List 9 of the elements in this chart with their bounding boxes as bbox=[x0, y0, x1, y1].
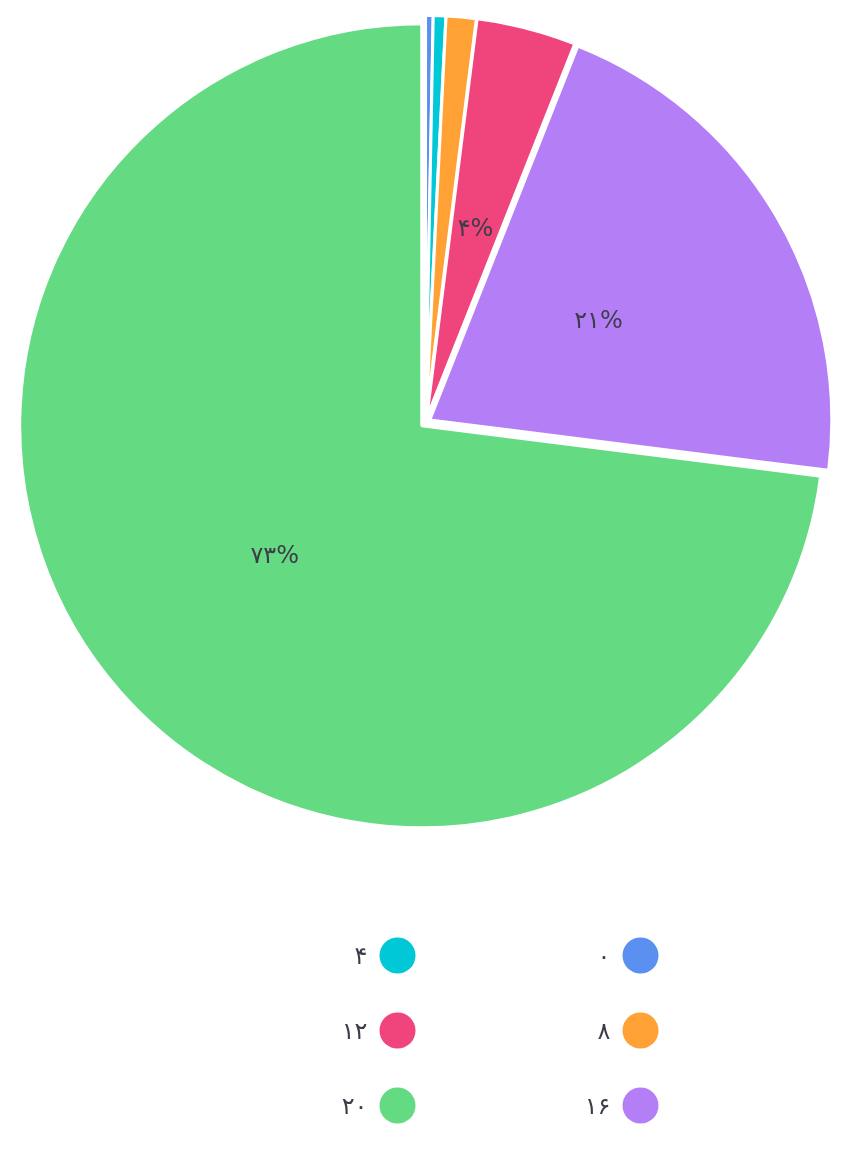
legend-label: ۴ bbox=[354, 941, 368, 970]
legend-label: ۸ bbox=[597, 1016, 611, 1045]
legend-label: ۲۰ bbox=[341, 1091, 368, 1120]
legend-label: ۱۲ bbox=[341, 1016, 368, 1045]
legend-label: ۱۶ bbox=[584, 1091, 611, 1120]
legend-label: ۰ bbox=[597, 941, 611, 970]
data-label: ۷۳% bbox=[250, 541, 300, 570]
data-label: ۲۱% bbox=[574, 306, 623, 335]
data-label: ۴% bbox=[457, 213, 494, 242]
